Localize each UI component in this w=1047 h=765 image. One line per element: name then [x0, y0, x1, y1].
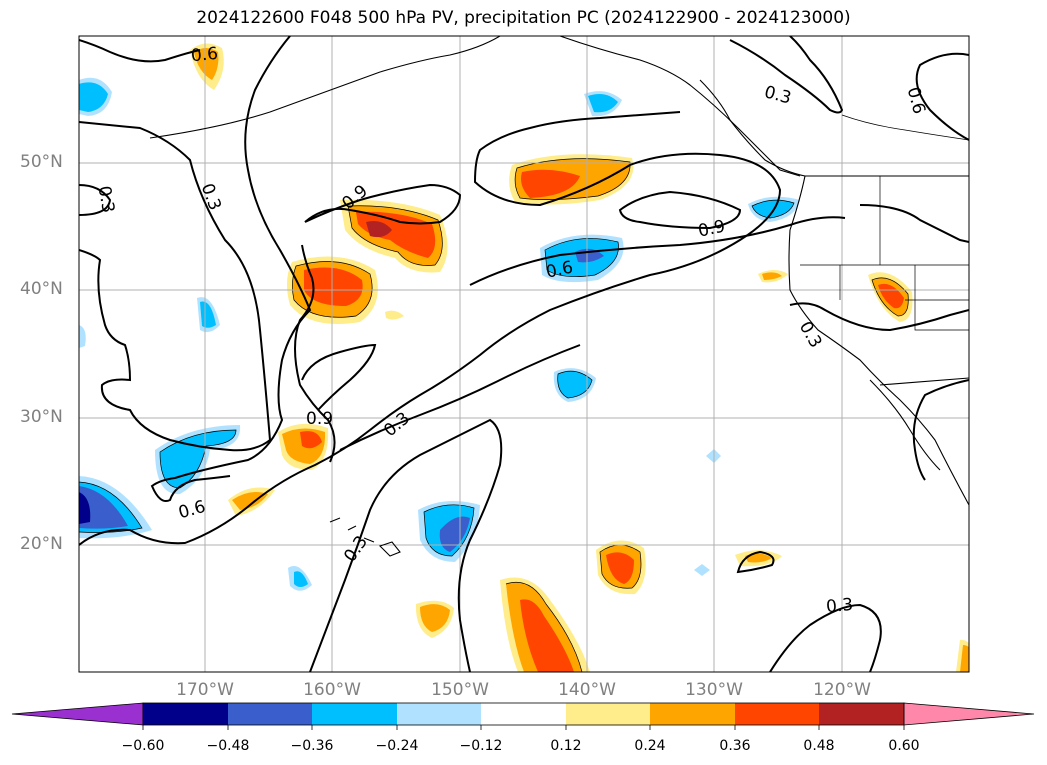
precip-blob [521, 169, 580, 198]
pv-contour [729, 36, 844, 114]
contour-label: 0.6 [190, 44, 219, 66]
pv-contour [79, 184, 112, 216]
pv-contour [309, 418, 503, 672]
contour-label: 0.3 [825, 595, 854, 617]
colorbar-segment [481, 703, 566, 725]
lat-label-40n: 40°N [20, 279, 63, 299]
pv-contour [915, 52, 969, 141]
lon-label-130w: 130°W [685, 680, 743, 700]
colorbar-tick: 0.60 [888, 738, 920, 754]
pv-contour [301, 343, 377, 411]
pv-contours [79, 36, 969, 672]
contour-label: 0.9 [306, 409, 333, 429]
pv-contour [859, 204, 969, 243]
pv-contour [79, 111, 782, 546]
lat-label-20n: 20°N [20, 534, 63, 554]
pv-contour [912, 379, 969, 481]
state-borders [800, 176, 969, 331]
lon-label-140w: 140°W [558, 680, 616, 700]
colorbar-extend-high [903, 702, 1035, 726]
colorbar [11, 702, 1035, 730]
colorbar-tick: 0.12 [550, 738, 582, 754]
precip-blob [520, 599, 574, 672]
precip-blob [588, 94, 618, 113]
coastlines [149, 36, 969, 557]
lon-label-160w: 160°W [303, 680, 361, 700]
north-america-west-coast [788, 175, 969, 506]
pv-contour [769, 603, 882, 672]
lon-label-120w: 120°W [813, 680, 871, 700]
alaska-coast [559, 36, 801, 177]
precip-blob [79, 492, 91, 524]
pv-contour [294, 244, 336, 463]
precip-blob [385, 310, 404, 320]
colorbar-segment [735, 703, 819, 725]
british-columbia-coast [699, 79, 806, 177]
precip-blob [79, 325, 86, 348]
pv-contour [79, 39, 201, 63]
colorbar-tick: 0.24 [634, 738, 666, 754]
precip-blob [304, 267, 363, 306]
precip-blob [79, 82, 108, 112]
map-frame [78, 35, 970, 673]
lat-label-50n: 50°N [20, 152, 63, 172]
figure-title: 2024122600 F048 500 hPa PV, precipitatio… [196, 8, 851, 28]
colorbar-tick: −0.48 [206, 738, 250, 754]
colorbar-frame [142, 702, 905, 726]
precip-blob [752, 200, 794, 218]
precip-blob [294, 571, 308, 587]
precip-blob [200, 301, 216, 328]
colorbar-segment [143, 703, 228, 725]
lon-label-170w: 170°W [176, 680, 234, 700]
precip-blob [557, 371, 592, 398]
pv-contour [79, 121, 272, 452]
lon-label-150w: 150°W [431, 680, 489, 700]
precip-blob [606, 552, 634, 584]
pv-contour [618, 190, 742, 230]
pv-contour [469, 216, 846, 286]
aleutian-islands [149, 36, 501, 139]
precip-blob [366, 221, 392, 238]
mexico-coast [879, 377, 969, 386]
precip-blob [232, 492, 268, 510]
precip-blob [300, 431, 322, 449]
colorbar-tick: −0.12 [459, 738, 503, 754]
pv-contour [150, 36, 312, 502]
lat-label-30n: 30°N [20, 407, 63, 427]
precip-blob [694, 564, 710, 576]
colorbar-segment [819, 703, 904, 725]
precip-blob [439, 516, 470, 552]
alaska-panhandle [841, 114, 969, 141]
colorbar-segment [312, 703, 397, 725]
pv-contour [304, 183, 462, 225]
precip-blob [420, 604, 450, 632]
precip-blob [745, 553, 772, 563]
colorbar-segment [228, 703, 312, 725]
pv-contour [339, 344, 581, 451]
colorbar-tick: 0.36 [719, 738, 751, 754]
precip-blob [762, 272, 782, 280]
pv-contour [736, 550, 775, 574]
colorbar-extend-low [11, 702, 144, 726]
colorbar-tick: −0.24 [375, 738, 419, 754]
pv-contour [789, 302, 969, 332]
colorbar-tick: −0.36 [290, 738, 334, 754]
colorbar-segment [650, 703, 735, 725]
contour-label: 0.3 [94, 184, 118, 214]
precip-blob [79, 486, 128, 529]
precip-blob [194, 48, 219, 80]
colorbar-segment [397, 703, 481, 725]
map-background [79, 36, 969, 672]
baja-california [869, 379, 941, 471]
colorbar-tick: −0.60 [121, 738, 165, 754]
colorbar-tick: 0.48 [803, 738, 835, 754]
precip-blob [960, 645, 969, 672]
colorbar-segment [566, 703, 650, 725]
hawaii-islands [329, 517, 401, 557]
